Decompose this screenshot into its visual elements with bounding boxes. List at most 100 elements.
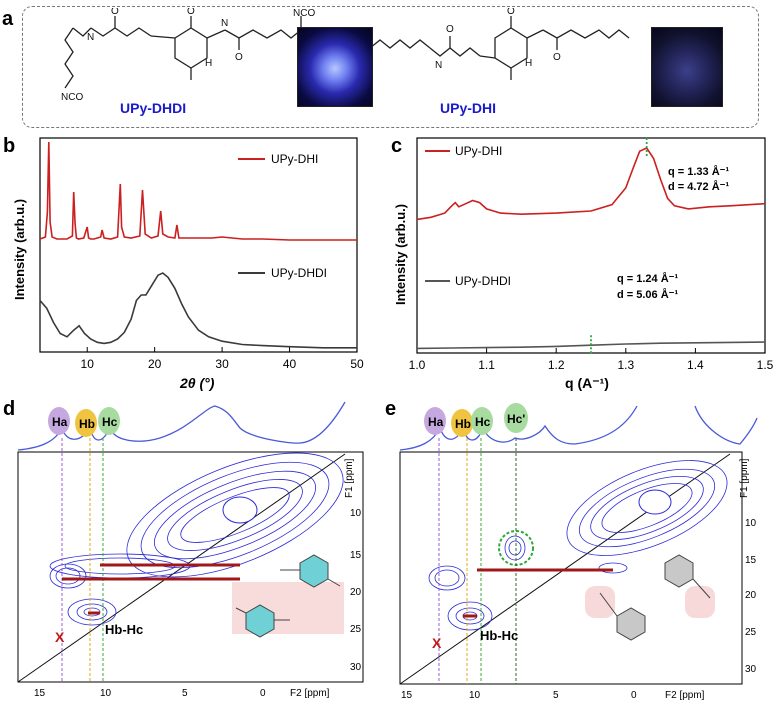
f1-tick: 15 (350, 550, 362, 561)
cross-mark-e: X (432, 635, 442, 651)
ha-label-e: Ha (428, 415, 444, 429)
xrd-x-tick-label: 30 (215, 357, 229, 371)
cross-mark-d: X (55, 629, 65, 645)
xrd-legend: UPy-DHI UPy-DHDI (238, 152, 327, 280)
f1-tick: 25 (350, 624, 362, 635)
legend-label-dhdi: UPy-DHDI (271, 266, 327, 280)
dimer-highlight-right-e (685, 586, 715, 618)
xrd-x-tick-label: 10 (81, 357, 95, 371)
dimer-schematic-d (235, 554, 341, 638)
xrd-x-tick-label: 20 (148, 357, 162, 371)
panel-letter-b: b (3, 135, 16, 157)
o-label-5: O (507, 8, 515, 17)
hb-label-e: Hb (455, 417, 471, 431)
f1-tick: 10 (745, 518, 757, 529)
n-label-1: N (87, 32, 94, 43)
xrd-plot-frame (39, 137, 358, 353)
xrd-ylabel: Intensity (arb.u.) (12, 199, 27, 300)
f2-tick: 0 (260, 688, 266, 699)
saxs-x-tick-label: 1.5 (757, 358, 774, 372)
annot-dhi-q: q = 1.33 Å⁻¹ (668, 165, 729, 178)
noesy-e: Ha Hb Hc Hc' X Hb-Hc 10 15 20 25 30 F1 [… (399, 403, 758, 701)
f2-tick: 10 (469, 690, 481, 701)
saxs-series-upy-dhi (416, 146, 766, 221)
saxs-annotations: q = 1.33 Å⁻¹ d = 4.72 Å⁻¹ q = 1.24 Å⁻¹ d… (617, 165, 729, 301)
f1-tick: 20 (745, 590, 757, 601)
h-label-1: H (205, 58, 212, 69)
legend-label-dhdi-c: UPy-DHDI (455, 274, 511, 288)
xrd-x-tick-label: 50 (350, 357, 364, 371)
saxs-x-tick-label: 1.3 (617, 358, 634, 372)
f2-ticks-d: 15 10 5 0 (34, 688, 266, 699)
diagonal-hole-d (222, 496, 258, 524)
hb-bubble-d (75, 409, 97, 437)
saxs-series-upy-dhdi (416, 341, 766, 350)
hb-label-d: Hb (79, 417, 95, 431)
f1-tick: 30 (745, 664, 757, 675)
f1-tick: 20 (350, 587, 362, 598)
hb-bubble-e (451, 409, 473, 437)
diagonal-hole-e (638, 489, 672, 515)
dimer-schematic-e (599, 554, 711, 641)
xrd-series-upy-dhi (39, 141, 357, 241)
o-label-6: O (553, 52, 561, 63)
noesy-e-frame (399, 451, 743, 685)
n-label-2: N (221, 18, 228, 29)
saxs-legend: UPy-DHI UPy-DHDI (425, 144, 511, 288)
n-label-3: N (435, 60, 442, 71)
ha-bubble-e (424, 407, 446, 435)
o-label-1: O (111, 8, 119, 17)
f1-axis-label-e: F1 [ppm] (739, 458, 750, 498)
contours-d (49, 452, 344, 626)
xrd-chart: 10 20 30 40 50 Intensity (arb.u.) 2θ (°) UPy… (12, 137, 364, 391)
noesy-d: Ha Hb Hc X Hb-Hc 10 15 20 25 30 F1 [ppm]… (17, 401, 364, 699)
f2-tick: 0 (631, 690, 637, 701)
hc-prime-label-e: Hc' (507, 412, 525, 426)
molecule-name-dhi: UPy-DHI (440, 100, 497, 116)
photo-dhi-dark (651, 27, 723, 107)
molecule-name-dhdi: UPy-DHDI (120, 100, 187, 116)
f2-tick: 5 (553, 690, 559, 701)
f2-axis-label-d: F2 [ppm] (290, 688, 330, 699)
xrd-series-upy-dhdi (39, 272, 357, 349)
saxs-x-tick-label: 1.4 (687, 358, 704, 372)
legend-label-dhi: UPy-DHI (271, 152, 318, 166)
nco-top-label: NCO (293, 8, 315, 19)
saxs-x-tick-label: 1.2 (548, 358, 565, 372)
hc-bubble-e (471, 407, 493, 435)
ha-label-d: Ha (52, 415, 68, 429)
noesy-d-frame (17, 451, 364, 683)
f2-tick: 15 (401, 690, 413, 701)
hc-label-e: Hc (475, 415, 491, 429)
annot-dhdi-d: d = 5.06 Å⁻¹ (617, 288, 678, 301)
f1-tick: 15 (745, 555, 757, 566)
f1-ticks-d: 10 15 20 25 30 (350, 508, 362, 673)
xrd-xlabel: 2θ (°) (179, 375, 215, 391)
annot-dhdi-q: q = 1.24 Å⁻¹ (617, 272, 678, 285)
hbhc-label-e: Hb-Hc (480, 628, 518, 643)
ha-bubble-d (48, 407, 70, 435)
panel-a-frame (22, 6, 759, 128)
hbhc-label-d: Hb-Hc (105, 622, 143, 637)
panel-letter-c: c (391, 135, 403, 157)
projection-d (17, 401, 346, 451)
f1-tick: 25 (745, 627, 757, 638)
f1-ticks-e: 10 15 20 25 30 (745, 518, 757, 675)
xrd-x-tick-label: 40 (283, 357, 297, 371)
hc-prime-bubble-e (504, 403, 528, 433)
o-label-3: O (235, 52, 243, 63)
saxs-ylabel: Intensity (arb.u.) (393, 204, 408, 305)
saxs-x-tick-label: 1.1 (478, 358, 495, 372)
dimer-highlight-left-e (585, 586, 615, 618)
saxs-series (416, 138, 766, 356)
legend-label-dhi-c: UPy-DHI (455, 144, 502, 158)
hc-label-d: Hc (102, 415, 118, 429)
panel-letter-e: e (385, 398, 397, 420)
nco-bottom-label: NCO (61, 92, 83, 103)
saxs-xlabel: q (A⁻¹) (565, 375, 609, 391)
f1-tick: 10 (350, 508, 362, 519)
saxs-chart: 1.0 1.1 1.2 1.3 1.4 1.5 Intensity (arb.u.) q … (393, 137, 774, 391)
f1-tick: 30 (350, 662, 362, 673)
hc-bubble-d (98, 407, 120, 435)
panel-letter-d: d (3, 398, 16, 420)
